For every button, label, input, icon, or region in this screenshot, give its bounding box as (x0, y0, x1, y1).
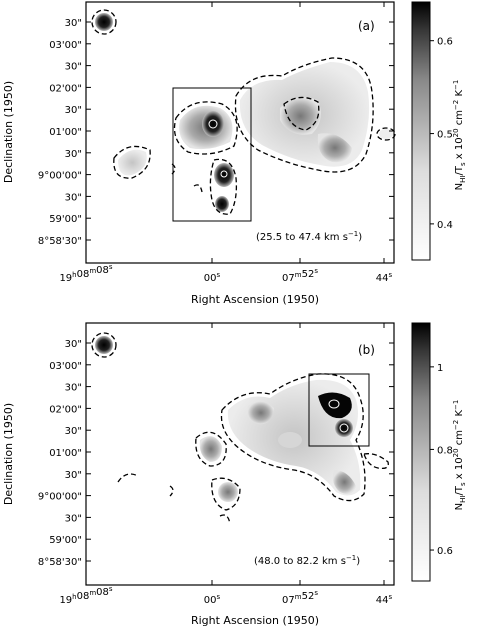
dec-tick-label: 59'00" (49, 535, 82, 546)
panel-b-highlight-box (308, 373, 370, 447)
dec-tick-label: 30" (65, 513, 82, 524)
panel-a-plot-frame (85, 1, 395, 264)
ra-tick-label: 00s (204, 593, 221, 606)
colorbar-tick-label: 0.5 (437, 130, 453, 141)
panel-a-colorbar-label: NHI/Ts x 1020 cm−2 K−1 (452, 80, 467, 191)
panel-a-emission-map (95, 13, 393, 212)
dec-tick-label: 30" (65, 149, 82, 160)
ra-tick-label: 07m52s (282, 589, 318, 606)
panel-b-plot-frame (85, 322, 395, 586)
dec-tick-label: 03'00" (49, 40, 82, 51)
ra-tick-label: 07m52s (282, 267, 318, 284)
dec-tick-label: 30" (65, 105, 82, 116)
dec-tick-label: 30" (65, 192, 82, 203)
ra-tick-label: 44s (376, 271, 393, 284)
dec-tick-label: 59'00" (49, 214, 82, 225)
dec-tick-label: 01'00" (49, 448, 82, 459)
panel-b-label: (b) (358, 343, 375, 357)
panel-a-xlabel: Right Ascension (1950) (191, 293, 319, 306)
dec-tick-label: 8°58'30" (38, 236, 82, 247)
colorbar-tick-label: 1 (437, 363, 443, 374)
panel-a-label: (a) (358, 19, 375, 33)
dec-tick-label: 03'00" (49, 361, 82, 372)
dec-tick-label: 8°58'30" (38, 557, 82, 568)
dec-tick-label: 30" (65, 339, 82, 350)
panel-b-colorbar-label: NHI/Ts x 1020 cm−2 K−1 (452, 400, 467, 511)
ra-tick-label: 44s (376, 593, 393, 606)
ra-tick-label: 19h08m08s (59, 585, 112, 606)
colorbar-tick-label: 0.6 (437, 546, 453, 557)
dec-tick-label: 01'00" (49, 127, 82, 138)
panel-a: (a) (25.5 to 47.4 km s−1) 0.6 0.5 0.4 30" 0… (2, 1, 467, 306)
dec-tick-label: 02'00" (49, 404, 82, 415)
dec-tick-label: 30" (65, 62, 82, 73)
colorbar-tick-label: 0.8 (437, 445, 453, 456)
panel-b-colorbar (411, 322, 431, 582)
ra-tick-label: 19h08m08s (59, 263, 112, 284)
panel-a-velocity-note: (25.5 to 47.4 km s−1) (256, 230, 362, 243)
dec-tick-label: 02'00" (49, 83, 82, 94)
dec-tick-label: 9°00'00" (38, 492, 82, 503)
dec-tick-label: 30" (65, 470, 82, 481)
ra-tick-label: 00s (204, 271, 221, 284)
panel-b-contours (91, 332, 389, 525)
colorbar-tick-label: 0.4 (437, 220, 453, 231)
dec-tick-label: 30" (65, 18, 82, 29)
dec-tick-label: 30" (65, 383, 82, 394)
panel-a-colorbar (411, 1, 431, 261)
colorbar-tick-label: 0.6 (437, 37, 453, 48)
panel-b-xlabel: Right Ascension (1950) (191, 614, 319, 627)
dec-tick-label: 30" (65, 426, 82, 437)
panel-b-ylabel: Declination (1950) (2, 403, 15, 505)
panel-b: (b) (48.0 to 82.2 km s−1) 1 0.8 0.6 30" 03'… (2, 322, 467, 627)
panel-b-emission-map (95, 336, 361, 502)
dec-tick-label: 9°00'00" (38, 171, 82, 182)
panel-a-highlight-box (172, 87, 252, 222)
panel-a-ylabel: Declination (1950) (2, 81, 15, 183)
panel-b-velocity-note: (48.0 to 82.2 km s−1) (254, 554, 360, 567)
